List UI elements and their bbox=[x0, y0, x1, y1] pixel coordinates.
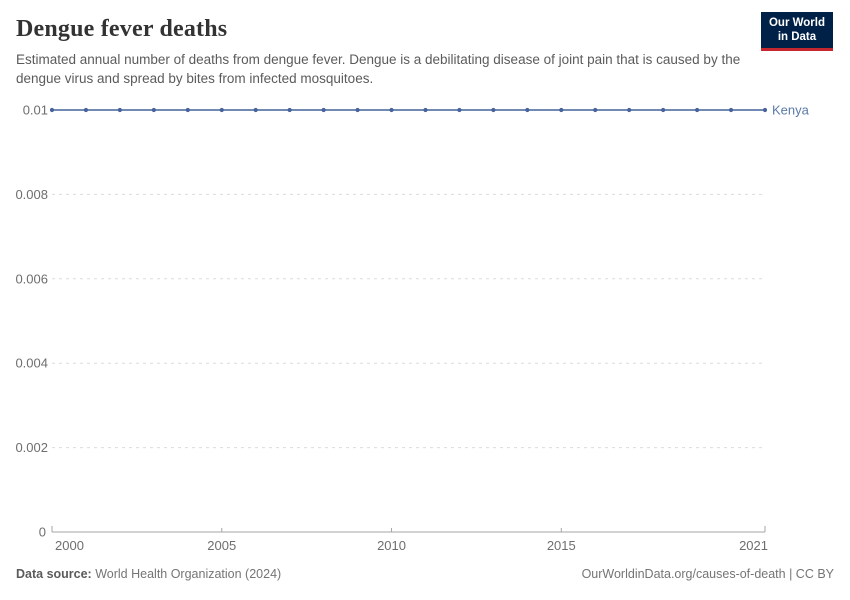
data-point bbox=[762, 107, 768, 113]
x-tick-label: 2015 bbox=[547, 538, 576, 553]
data-point bbox=[151, 107, 156, 113]
owid-logo: Our World in Data bbox=[760, 12, 833, 51]
x-tick-label: 2010 bbox=[377, 538, 406, 553]
data-point bbox=[423, 107, 428, 113]
data-point bbox=[219, 107, 224, 113]
y-tick-label: 0.01 bbox=[23, 103, 48, 118]
owid-logo-line2: in Data bbox=[777, 30, 817, 43]
data-point bbox=[389, 107, 394, 113]
line-chart: 0 0.002 0.004 0.006 0.008 0.01 2000 2005 2010 201… bbox=[0, 96, 850, 560]
chart-footer: Data source: World Health Organization (… bbox=[16, 567, 834, 581]
data-point bbox=[355, 107, 360, 113]
y-tick-label: 0.002 bbox=[15, 440, 48, 455]
data-source-label: Data source: bbox=[16, 567, 92, 581]
data-point bbox=[694, 107, 700, 113]
data-point bbox=[728, 107, 734, 113]
x-tick-label: 2021 bbox=[739, 538, 768, 553]
data-source: Data source: World Health Organization (… bbox=[16, 567, 281, 581]
data-point bbox=[457, 107, 462, 113]
data-point bbox=[83, 107, 89, 113]
data-point bbox=[117, 107, 123, 113]
data-point bbox=[185, 107, 190, 113]
data-point bbox=[559, 107, 564, 113]
credit-link[interactable]: OurWorldinData.org/causes-of-death | CC … bbox=[581, 567, 834, 581]
x-tick-label: 2005 bbox=[207, 538, 236, 553]
series-end-label: Kenya bbox=[772, 103, 810, 118]
data-source-value: World Health Organization (2024) bbox=[95, 567, 282, 581]
line-chart-canvas: 0 0.002 0.004 0.006 0.008 0.01 2000 2005 2010 201… bbox=[15, 103, 810, 554]
data-point bbox=[593, 107, 598, 113]
chart-subtitle: Estimated annual number of deaths from d… bbox=[16, 52, 741, 86]
x-tick-label: 2000 bbox=[55, 538, 84, 553]
data-point bbox=[491, 107, 496, 113]
y-tick-label: 0.004 bbox=[15, 356, 48, 371]
y-tick-label: 0.008 bbox=[15, 187, 48, 202]
data-point bbox=[253, 107, 258, 113]
data-point bbox=[321, 107, 326, 113]
data-point bbox=[525, 107, 530, 113]
page-title: Dengue fever deaths bbox=[16, 16, 228, 42]
data-point bbox=[661, 107, 666, 113]
y-tick-label: 0.006 bbox=[15, 271, 48, 286]
data-point bbox=[49, 107, 55, 113]
owid-logo-line1: Our World bbox=[768, 17, 825, 29]
y-tick-label: 0 bbox=[39, 525, 46, 540]
data-point bbox=[627, 107, 632, 113]
data-point bbox=[287, 107, 292, 113]
